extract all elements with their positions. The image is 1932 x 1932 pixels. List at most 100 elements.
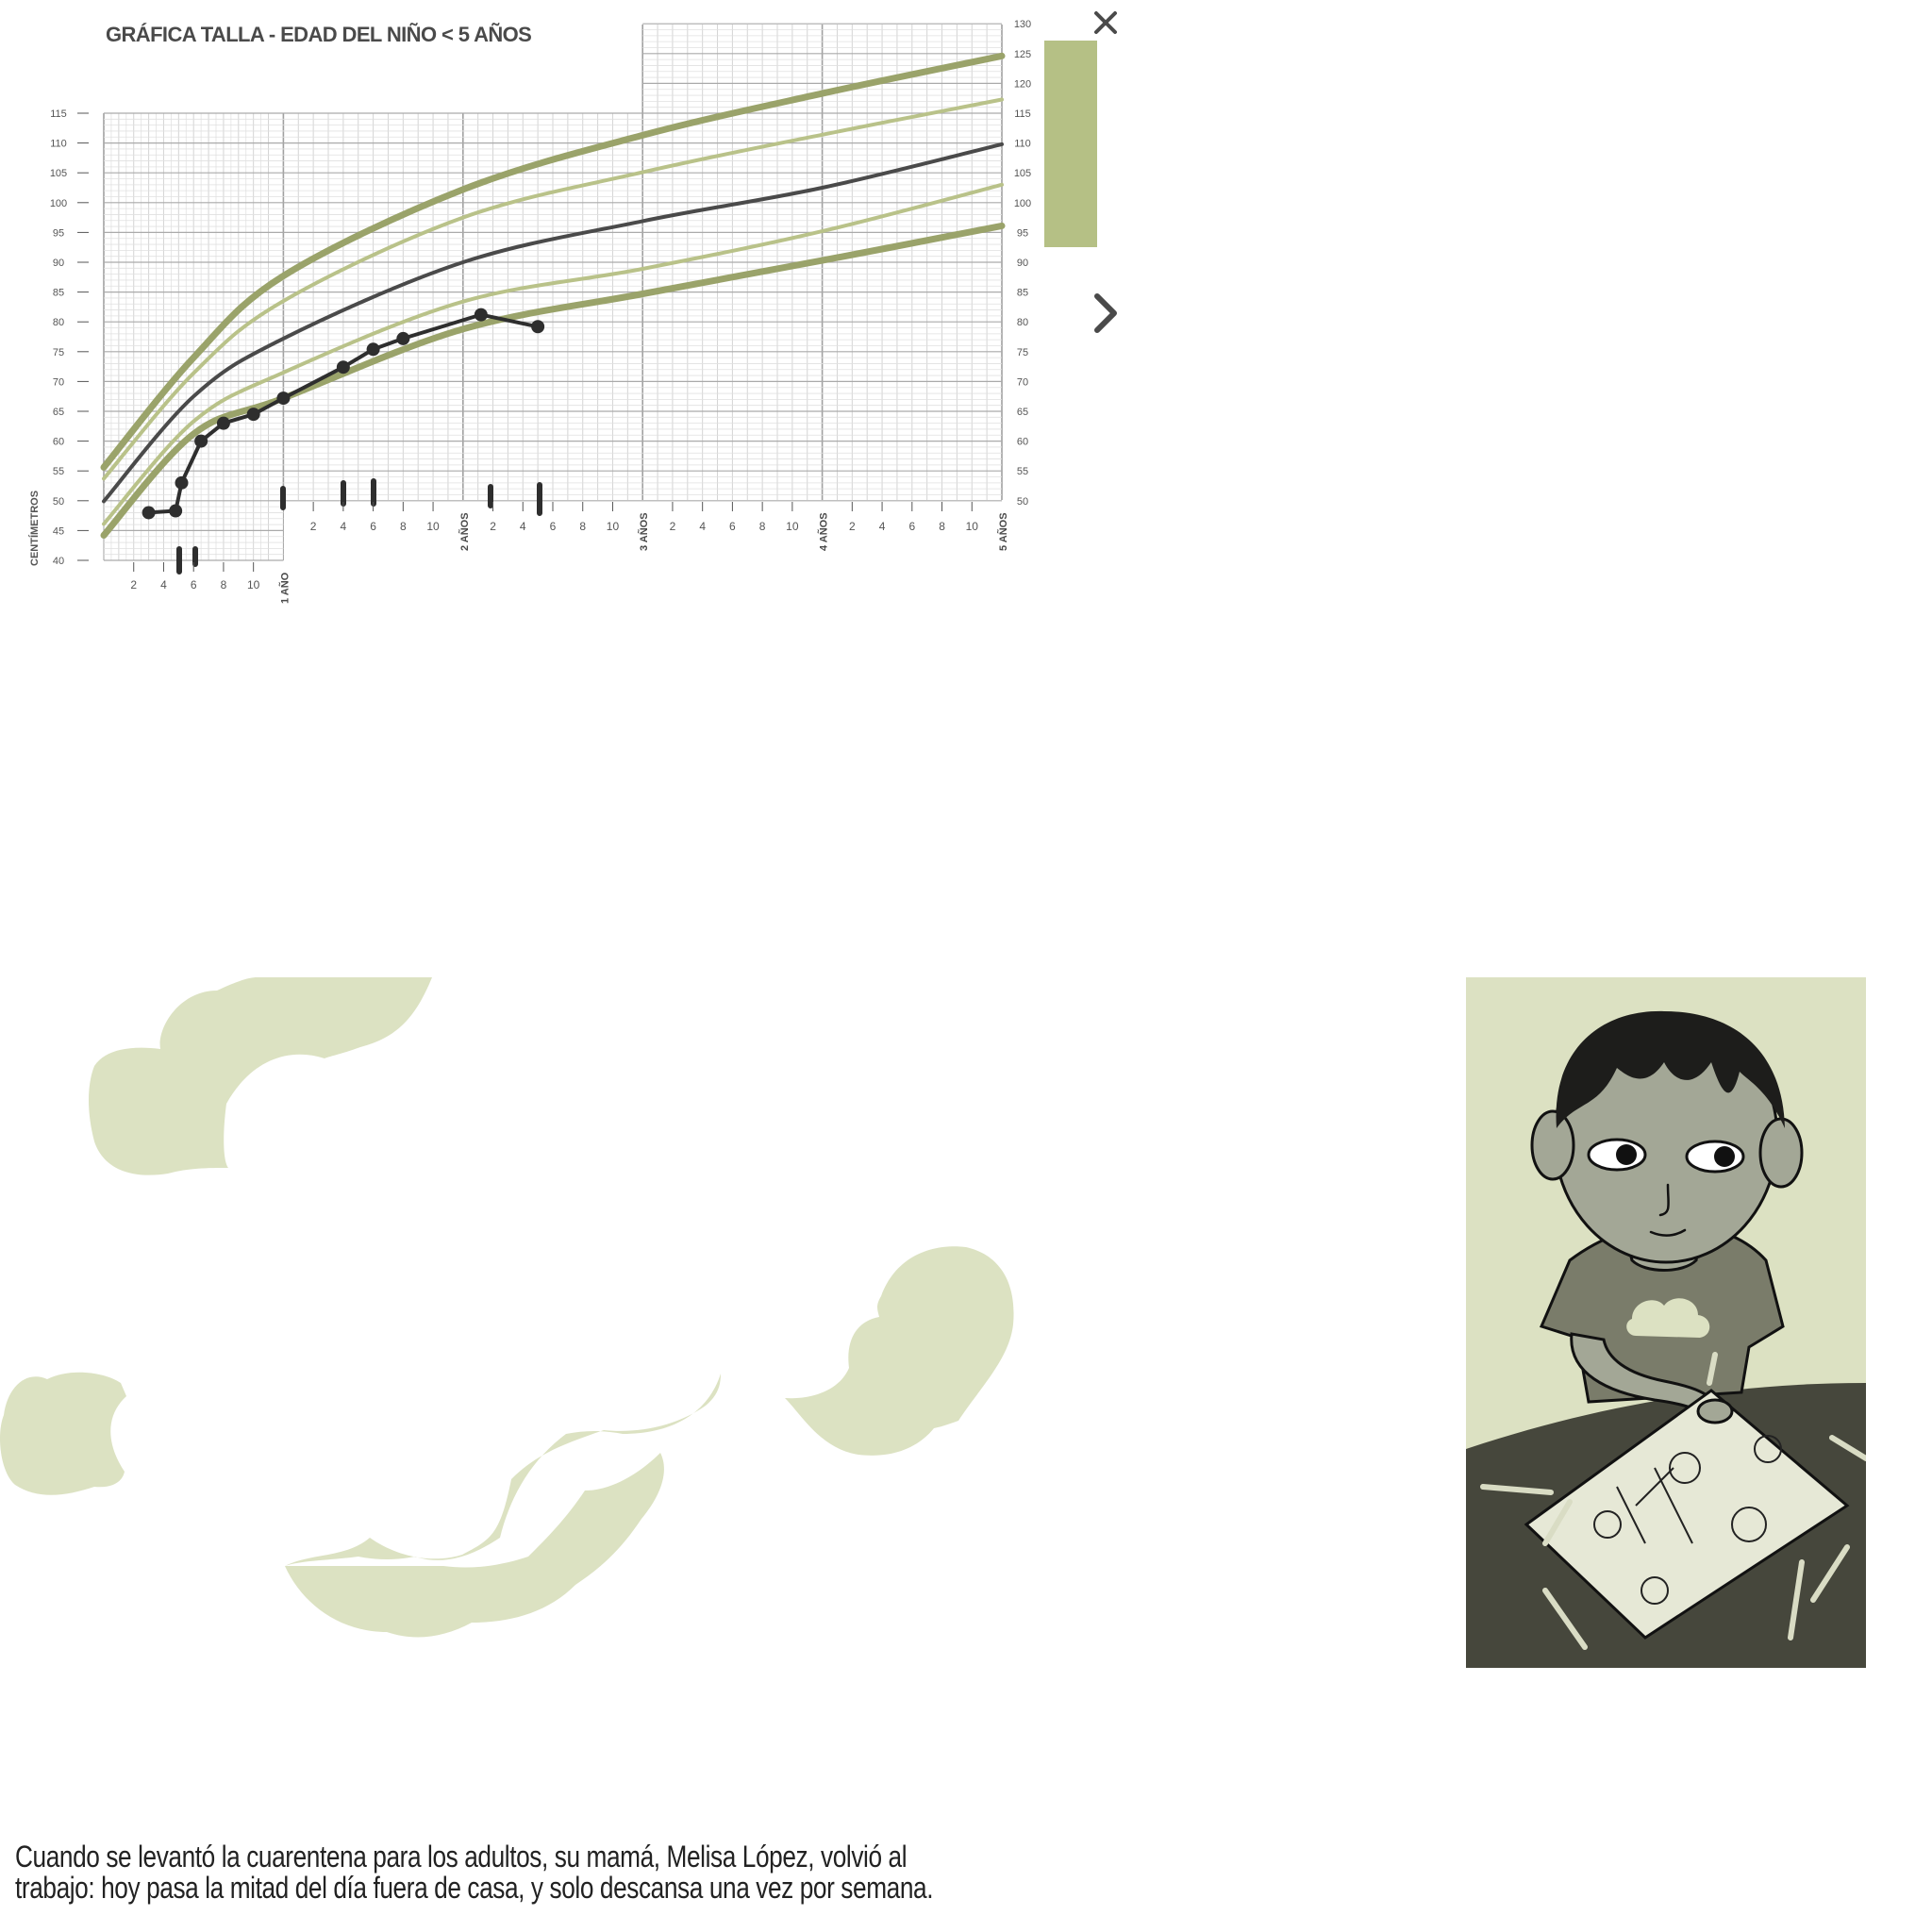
right-tick-label: 130: [1014, 19, 1031, 30]
left-tick-label: 90: [53, 258, 64, 269]
left-tick-label: 55: [53, 466, 64, 477]
left-tick-label: 50: [53, 496, 64, 508]
caption-line-2: trabajo: hoy pasa la mitad del día fuera…: [15, 1871, 934, 1905]
left-tick-label: 110: [50, 139, 67, 150]
month-tick-label: 4: [160, 578, 167, 591]
right-tick-label: 115: [1014, 108, 1031, 120]
close-button[interactable]: [1087, 4, 1124, 42]
left-tick-label: 75: [53, 347, 64, 358]
right-tick-label: 110: [1014, 139, 1031, 150]
left-tick-label: 40: [53, 556, 64, 567]
chart-marks: [176, 478, 542, 575]
left-tick-label: 45: [53, 525, 64, 537]
cloud-shape: [89, 977, 432, 1175]
month-tick-label: 6: [370, 520, 376, 533]
month-tick-label: 2: [670, 520, 676, 533]
right-tick-label: 50: [1017, 496, 1028, 508]
left-tick-label: 115: [50, 108, 67, 120]
month-tick-label: 4: [879, 520, 886, 533]
cloud-shape: [285, 1374, 721, 1638]
cloud-shape: [785, 1246, 1014, 1456]
year-label: 4 AÑOS: [818, 512, 830, 551]
axis-labels: 40 45 50 55 60 65 70 75 80 85 90 95 100 105 110 115 50 55…: [50, 19, 1031, 604]
right-tick-label: 85: [1017, 288, 1028, 299]
left-tick-label: 85: [53, 288, 64, 299]
patient-point: [169, 504, 183, 518]
cloud-shape: [0, 1372, 126, 1495]
month-tick-label: 6: [908, 520, 915, 533]
patient-point: [396, 331, 410, 345]
growth-chart: 40 45 50 55 60 65 70 75 80 85 90 95 100 105 110 115 50 55…: [0, 0, 1047, 613]
left-tick-label: 65: [53, 407, 64, 418]
month-tick-label: 4: [699, 520, 706, 533]
month-tick-label: 10: [426, 520, 440, 533]
right-tick-label: 65: [1017, 407, 1028, 418]
month-tick-label: 2: [130, 578, 137, 591]
month-tick-label: 8: [221, 578, 227, 591]
right-tick-label: 100: [1014, 198, 1031, 209]
month-tick-label: 8: [579, 520, 586, 533]
curve--3-de: [100, 222, 1006, 539]
month-tick-label: 10: [247, 578, 260, 591]
left-tick-label: 105: [50, 168, 67, 179]
month-tick-label: 8: [400, 520, 407, 533]
year-label: 3 AÑOS: [638, 512, 650, 551]
right-tick-label: 90: [1017, 258, 1028, 269]
cloud-print: [1626, 1298, 1710, 1338]
patient-point: [142, 506, 156, 520]
right-tick-label: 120: [1014, 78, 1031, 90]
boy-drawing-illustration: [1466, 977, 1866, 1668]
right-tick-label: 55: [1017, 466, 1028, 477]
patient-measurements: [142, 308, 545, 520]
chevron-right-icon: [1094, 293, 1117, 333]
curve--2-de: [102, 182, 1004, 526]
month-tick-label: 10: [966, 520, 979, 533]
month-tick-label: 4: [520, 520, 526, 533]
month-tick-label: 6: [729, 520, 736, 533]
y-axis-label: CENTÍMETROS: [28, 491, 41, 566]
curve-mediana: [102, 142, 1004, 504]
story-caption: Cuando se levantó la cuarentena para los…: [15, 1841, 1006, 1904]
hair: [1556, 1010, 1785, 1128]
patient-point: [474, 308, 488, 322]
month-tick-label: 10: [786, 520, 799, 533]
patient-point: [216, 416, 230, 430]
patient-point: [336, 360, 350, 375]
close-icon: [1094, 11, 1117, 34]
month-tick-label: 6: [550, 520, 557, 533]
next-button[interactable]: [1085, 287, 1126, 340]
scroll-thumb[interactable]: [1044, 41, 1097, 247]
year-label: 5 AÑOS: [997, 512, 1009, 551]
month-tick-label: 2: [310, 520, 317, 533]
chart-title: GRÁFICA TALLA - EDAD DEL NIÑO < 5 AÑOS: [106, 23, 531, 46]
right-tick-label: 80: [1017, 317, 1028, 328]
caption-line-1: Cuando se levantó la cuarentena para los…: [15, 1840, 908, 1874]
patient-point: [246, 408, 260, 422]
month-tick-label: 8: [759, 520, 766, 533]
curve--3-de: [100, 52, 1006, 471]
month-tick-label: 2: [849, 520, 856, 533]
month-tick-label: 8: [939, 520, 945, 533]
right-tick-label: 75: [1017, 347, 1028, 358]
chart-grid: [103, 23, 1003, 561]
month-tick-label: 2: [490, 520, 496, 533]
left-tick-label: 95: [53, 227, 64, 239]
patient-point: [194, 434, 208, 448]
right-tick-label: 95: [1017, 227, 1028, 239]
left-tick-label: 100: [50, 198, 67, 209]
left-tick-label: 60: [53, 437, 64, 448]
left-tick-label: 70: [53, 376, 64, 388]
right-tick-label: 125: [1014, 49, 1031, 60]
reference-curves: [100, 52, 1006, 539]
patient-point: [366, 342, 380, 357]
patient-point: [175, 475, 189, 490]
month-tick-label: 4: [341, 520, 347, 533]
year-label: 2 AÑOS: [458, 512, 471, 551]
patient-point: [531, 320, 545, 334]
paper: [1524, 1389, 1850, 1640]
year-label: 1 AÑO: [278, 572, 291, 604]
right-tick-label: 70: [1017, 376, 1028, 388]
left-tick-label: 80: [53, 317, 64, 328]
month-tick-label: 6: [191, 578, 197, 591]
right-tick-label: 105: [1014, 168, 1031, 179]
